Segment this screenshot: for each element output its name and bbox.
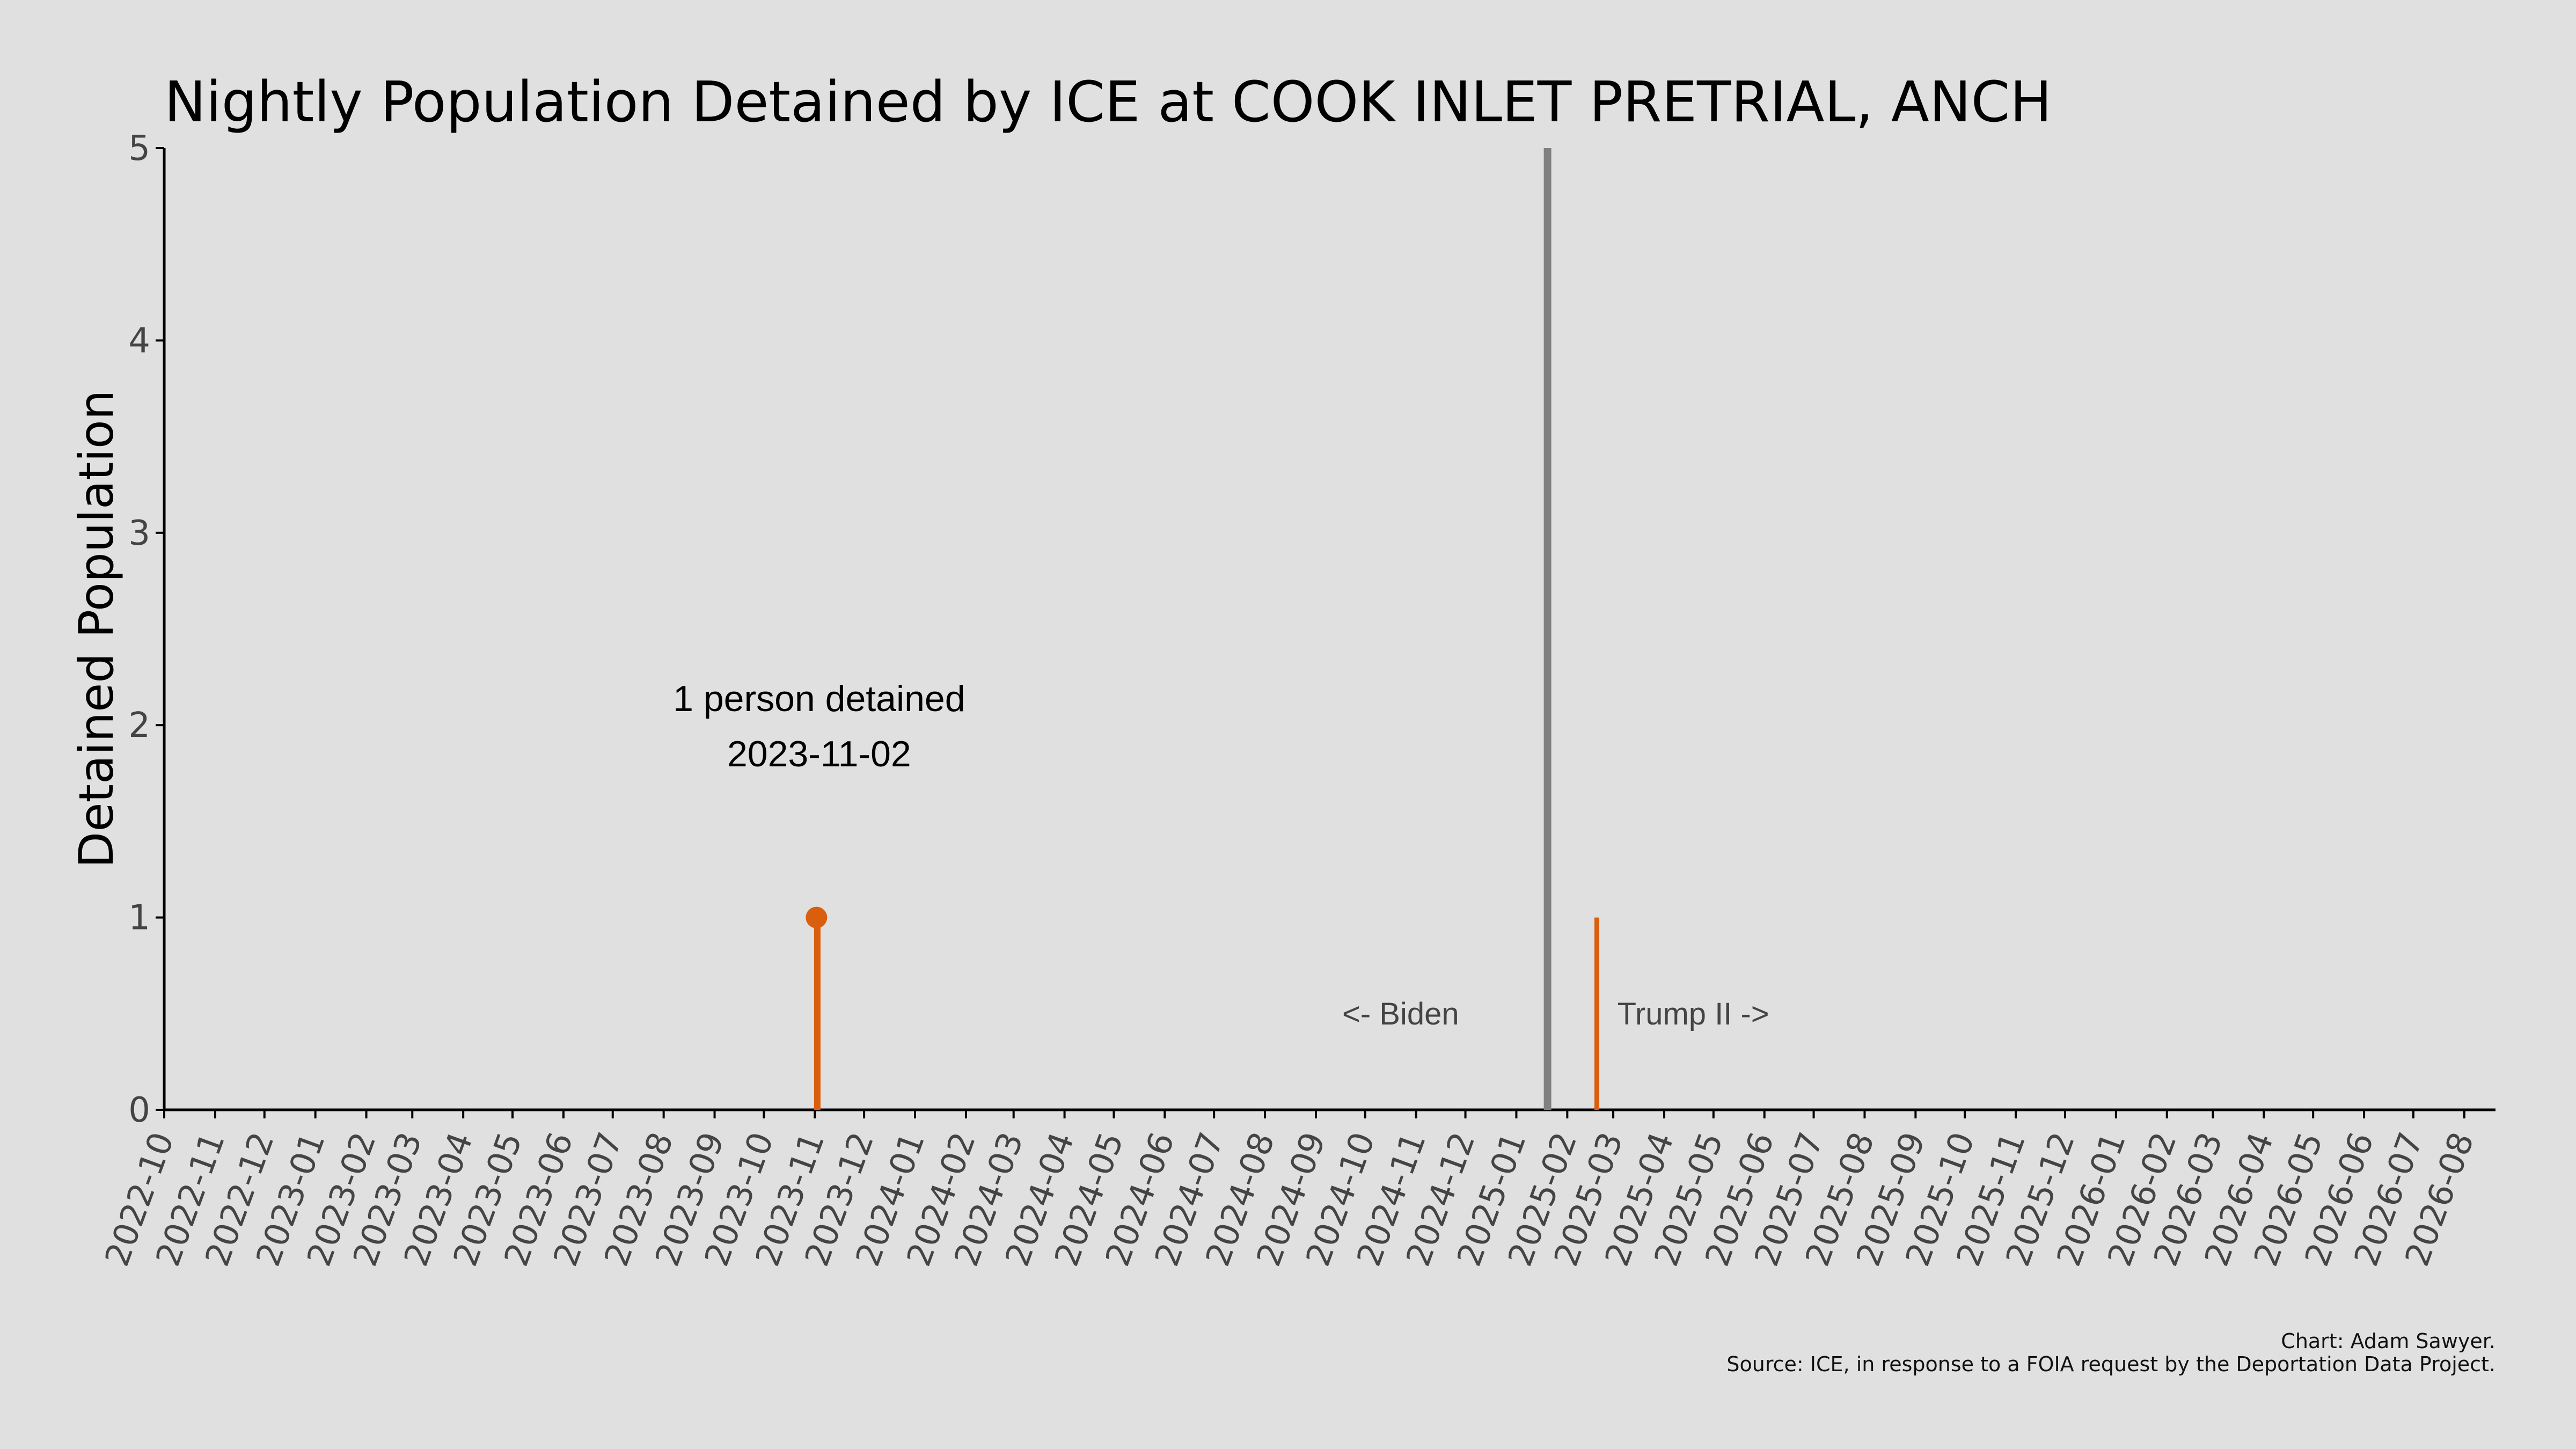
y-axis-label: Detained Population [69,390,124,868]
credit-source: Source: ICE, in response to a FOIA reque… [1726,1352,2496,1376]
y-tick-label: 1 [128,898,150,938]
era-label-background [1607,992,1622,1036]
y-tick-label: 5 [128,129,150,169]
y-tick-label: 0 [128,1091,150,1130]
era-label-trump: Trump II -> [1618,997,1769,1031]
annotation-label: 1 person detained [673,678,965,719]
y-tick-label: 3 [128,514,150,553]
y-tick-label: 2 [128,706,150,745]
chart-title: Nightly Population Detained by ICE at CO… [164,69,2052,135]
era-label-biden: <- Biden [1342,997,1459,1031]
max-point-marker [806,906,828,928]
credit-author: Chart: Adam Sawyer. [2281,1329,2496,1353]
y-tick-label: 4 [128,321,150,361]
annotation-date: 2023-11-02 [727,734,911,774]
